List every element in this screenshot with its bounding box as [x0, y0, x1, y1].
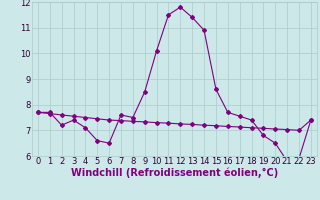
X-axis label: Windchill (Refroidissement éolien,°C): Windchill (Refroidissement éolien,°C) — [71, 168, 278, 178]
